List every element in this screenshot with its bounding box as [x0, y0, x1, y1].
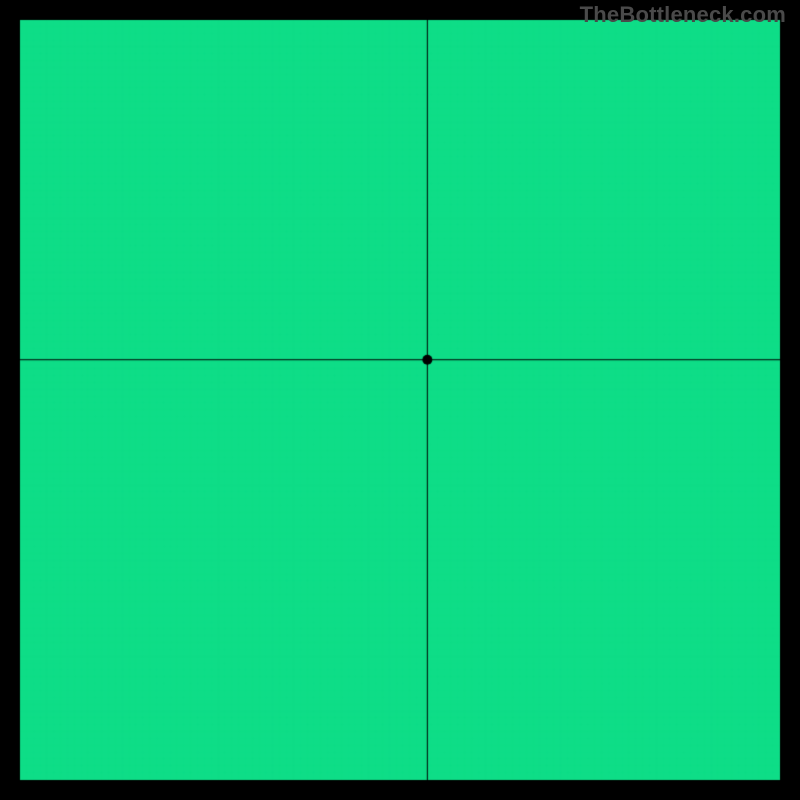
bottleneck-heatmap: [0, 0, 800, 800]
watermark-text: TheBottleneck.com: [580, 2, 786, 28]
